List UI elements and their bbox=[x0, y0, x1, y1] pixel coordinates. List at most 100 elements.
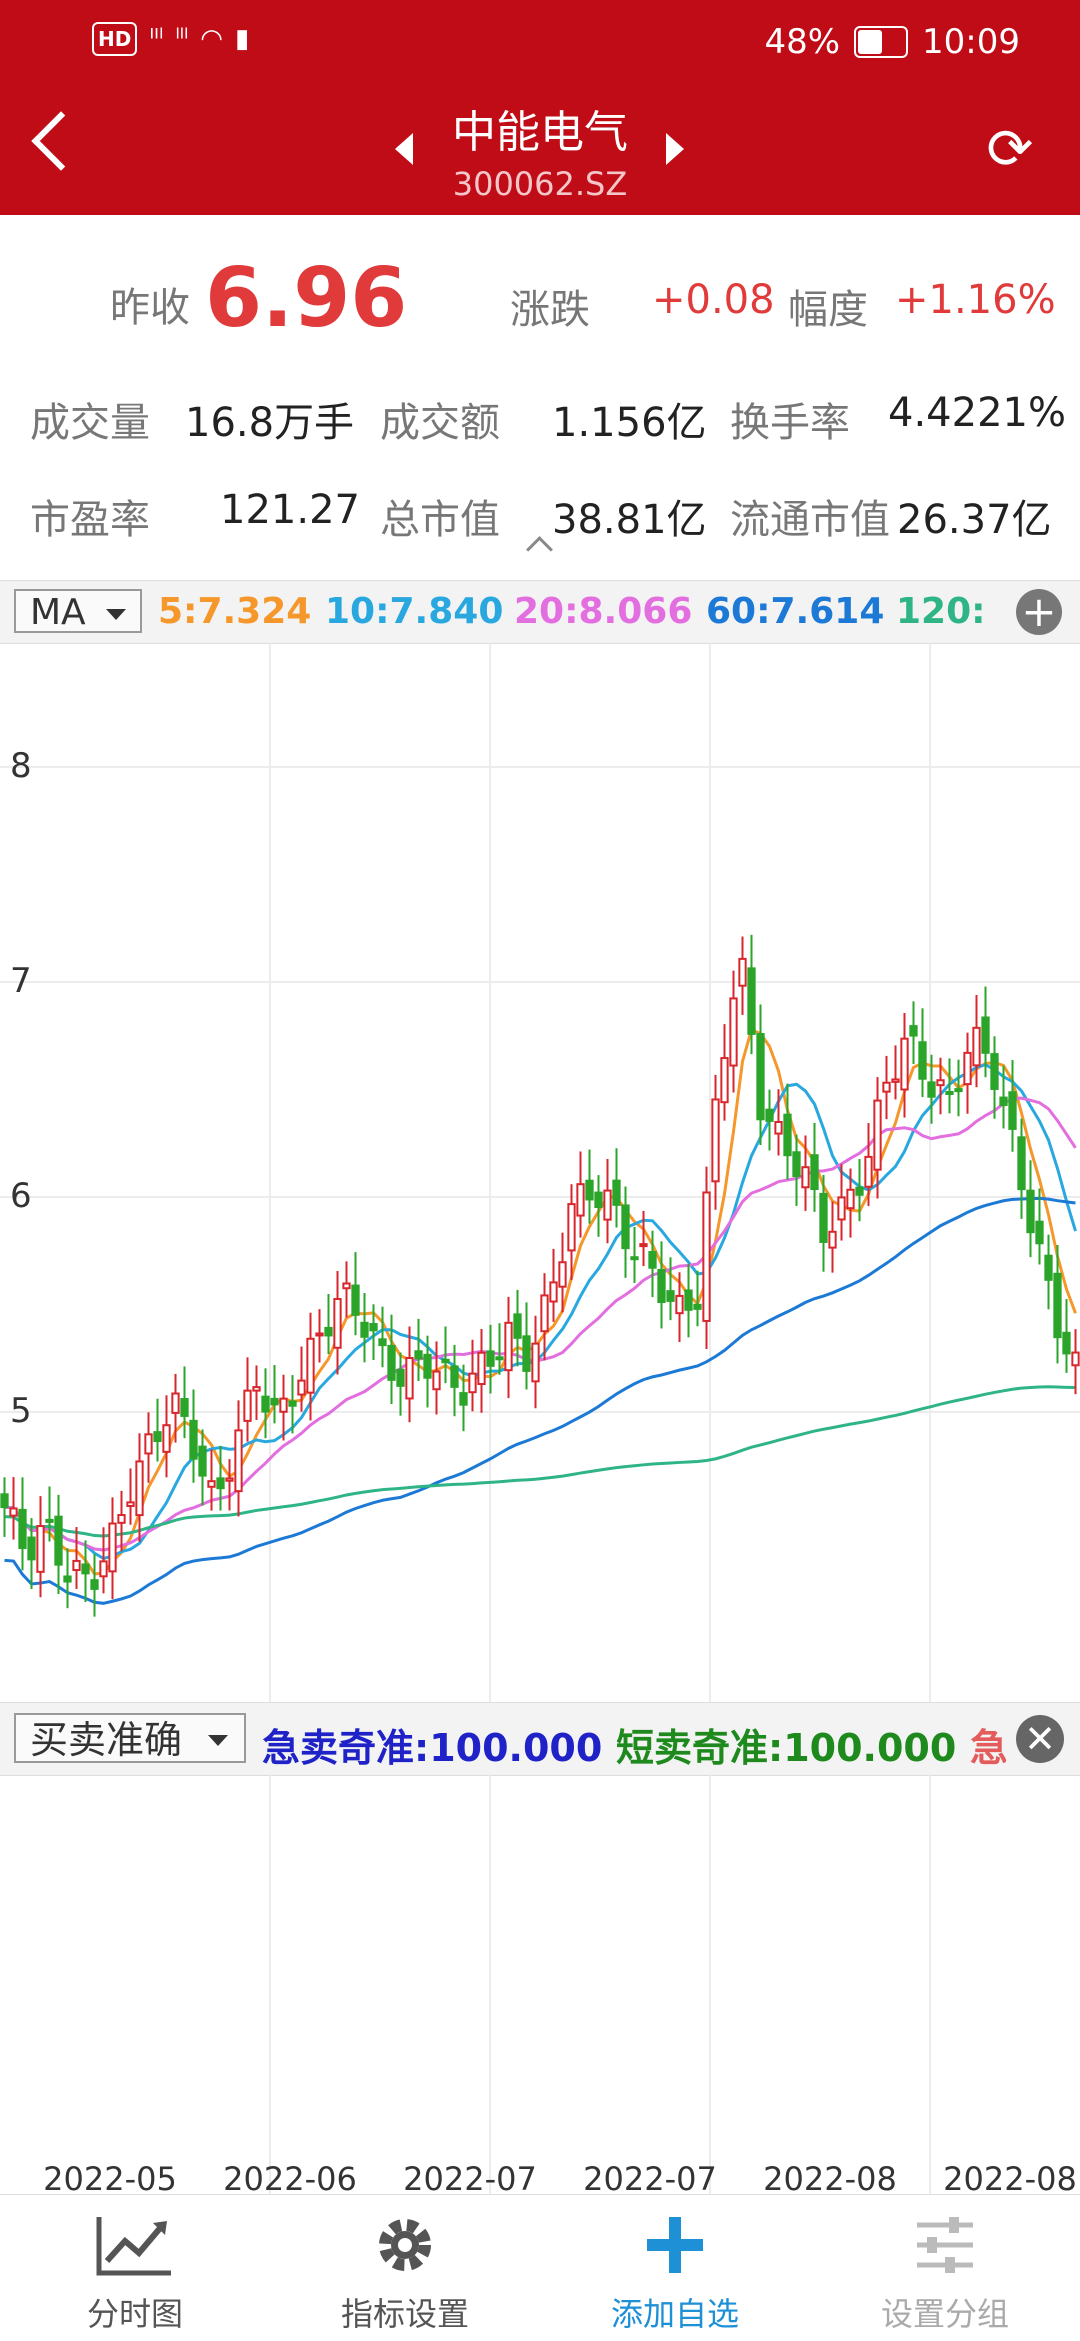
ma20-line bbox=[4, 1096, 1077, 1552]
next-stock-icon[interactable] bbox=[666, 133, 684, 165]
change-value: +0.08 bbox=[652, 277, 775, 323]
candle bbox=[621, 1204, 630, 1250]
nav-label: 设置分组 bbox=[880, 2295, 1009, 2333]
candle bbox=[441, 1358, 450, 1364]
indicator-value-2: 短卖奇准:100.000 bbox=[616, 1726, 957, 1770]
add-indicator-icon[interactable]: + bbox=[1016, 589, 1062, 635]
candle bbox=[585, 1179, 594, 1201]
candle bbox=[630, 1256, 639, 1261]
candle bbox=[855, 1186, 864, 1196]
prev-stock-icon[interactable] bbox=[395, 133, 413, 165]
x-tick-label: 2022-07 bbox=[403, 2160, 537, 2194]
candle bbox=[405, 1357, 414, 1400]
candle bbox=[972, 1026, 981, 1067]
candle bbox=[315, 1332, 324, 1337]
candlestick-chart[interactable]: 98765 bbox=[0, 642, 1080, 1702]
candle bbox=[351, 1284, 360, 1316]
ma10-value: 10:7.840 bbox=[325, 591, 504, 632]
signal-4g-icon: ᴵᴵˡ bbox=[149, 24, 164, 54]
candle bbox=[837, 1196, 846, 1221]
candle bbox=[216, 1477, 225, 1490]
candle bbox=[81, 1563, 90, 1575]
candle bbox=[108, 1522, 117, 1573]
candle bbox=[909, 1025, 918, 1037]
candle bbox=[666, 1290, 675, 1302]
candle bbox=[9, 1507, 18, 1517]
candle bbox=[981, 1016, 990, 1054]
candle bbox=[918, 1041, 927, 1080]
candle bbox=[90, 1579, 99, 1590]
candle bbox=[18, 1508, 27, 1549]
line-chart-icon bbox=[0, 2205, 270, 2285]
chevron-down-icon bbox=[208, 1735, 228, 1746]
candle bbox=[225, 1477, 234, 1482]
candle bbox=[306, 1337, 315, 1394]
stock-code: 300062.SZ bbox=[452, 165, 628, 203]
volume-label: 成交量 bbox=[30, 400, 150, 446]
battery-percent: 48% bbox=[764, 22, 841, 62]
candle bbox=[414, 1350, 423, 1360]
ma-selector[interactable]: MA bbox=[14, 589, 142, 633]
nav-indicator-settings[interactable]: 指标设置 bbox=[270, 2205, 540, 2335]
ma-bar: MA 5:7.324 10:7.840 20:8.066 60:7.614 12… bbox=[0, 580, 1080, 644]
candle bbox=[486, 1350, 495, 1367]
candle bbox=[828, 1230, 837, 1249]
nav-timeshare[interactable]: 分时图 bbox=[0, 2205, 270, 2335]
nav-label: 添加自选 bbox=[610, 2295, 739, 2333]
ma10-line bbox=[4, 1063, 1077, 1561]
candle bbox=[603, 1189, 612, 1221]
prev-close-label: 昨收 bbox=[110, 285, 190, 331]
candle bbox=[36, 1525, 45, 1573]
candle bbox=[459, 1392, 468, 1406]
ma20-value: 20:8.066 bbox=[514, 591, 693, 632]
candle bbox=[171, 1392, 180, 1414]
float-mcap-value: 26.37亿 bbox=[897, 497, 1052, 543]
candle bbox=[99, 1560, 108, 1578]
ma120-value: 120: bbox=[896, 591, 986, 632]
candle bbox=[135, 1460, 144, 1517]
candle bbox=[540, 1294, 549, 1333]
candle bbox=[1053, 1272, 1062, 1339]
pct-value: +1.16% bbox=[895, 277, 1056, 323]
chevron-down-icon bbox=[106, 609, 126, 620]
candle bbox=[495, 1356, 504, 1361]
candle bbox=[333, 1298, 342, 1349]
candle bbox=[819, 1192, 828, 1243]
signal-icon: ˡˡˡ bbox=[175, 24, 189, 54]
refresh-icon[interactable]: ⟳ bbox=[986, 117, 1034, 182]
candle bbox=[531, 1342, 540, 1383]
candle bbox=[684, 1289, 693, 1311]
candle bbox=[360, 1321, 369, 1338]
nav-add-watchlist[interactable]: 添加自选 bbox=[540, 2205, 810, 2335]
candle bbox=[936, 1079, 945, 1087]
candle bbox=[1017, 1136, 1026, 1191]
ma60-line bbox=[4, 1196, 1076, 1605]
indicator-selector[interactable]: 买卖准确 bbox=[14, 1713, 246, 1763]
candle bbox=[648, 1251, 657, 1269]
pe-value: 121.27 bbox=[220, 487, 360, 533]
wifi-icon: ◠ bbox=[200, 24, 223, 54]
candle bbox=[252, 1386, 261, 1392]
indicator-value-1: 急卖奇准:100.000 bbox=[262, 1726, 603, 1770]
candle bbox=[846, 1188, 855, 1210]
candle bbox=[189, 1419, 198, 1460]
plus-icon bbox=[540, 2205, 810, 2285]
candle bbox=[450, 1365, 459, 1388]
alert-icon: ▮ bbox=[234, 24, 250, 54]
nav-set-group[interactable]: 设置分组 bbox=[810, 2205, 1080, 2335]
candle bbox=[504, 1321, 513, 1372]
candle bbox=[243, 1389, 252, 1422]
candle bbox=[117, 1514, 126, 1524]
candle bbox=[261, 1395, 270, 1413]
amount-value: 1.156亿 bbox=[552, 400, 707, 446]
indicator-bar: 买卖准确 急卖奇准:100.000 短卖奇准:100.000 急 ✕ bbox=[0, 1702, 1080, 1776]
candle bbox=[729, 997, 738, 1067]
candle bbox=[756, 1033, 765, 1121]
candle bbox=[1044, 1254, 1053, 1281]
candle bbox=[792, 1151, 801, 1178]
candle bbox=[72, 1559, 81, 1572]
candle bbox=[738, 957, 747, 987]
indicator-chart[interactable]: 始始 9060300 2022-052022-062022-072022-072… bbox=[0, 1774, 1080, 2194]
candle bbox=[900, 1037, 909, 1091]
close-icon[interactable]: ✕ bbox=[1016, 1715, 1064, 1763]
